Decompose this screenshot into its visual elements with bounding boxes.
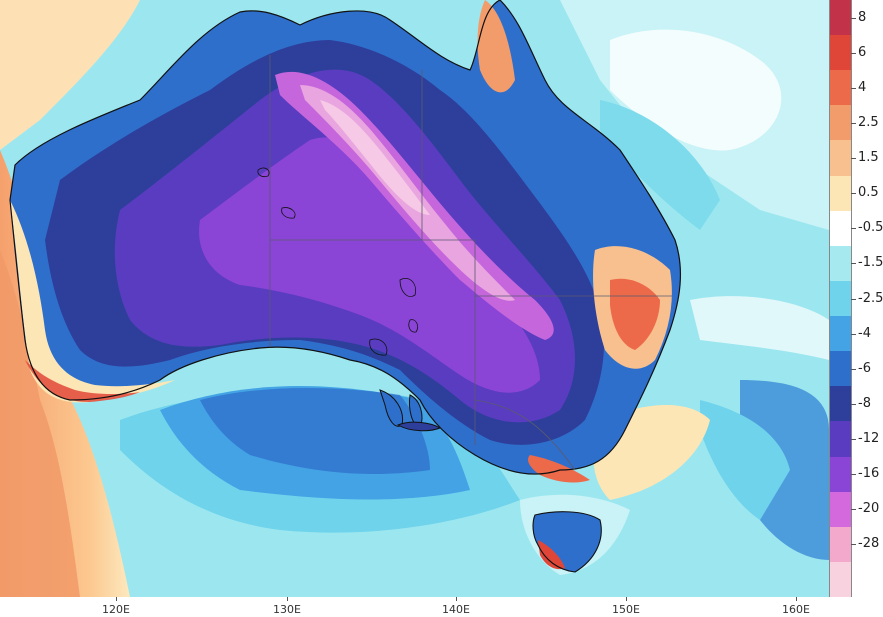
coastline [9, 0, 682, 475]
colorbar-tick [851, 158, 856, 160]
colorbar-swatch [829, 456, 852, 493]
colorbar-swatch [829, 210, 852, 247]
x-axis-label: 130E [273, 603, 301, 616]
colorbar-swatch [829, 561, 852, 598]
colorbar-tick [851, 17, 856, 19]
x-axis-label: 140E [442, 603, 470, 616]
colorbar-tick [851, 87, 856, 89]
colorbar-tick [851, 474, 856, 476]
colorbar-label: -4 [858, 325, 871, 341]
colorbar-label: -20 [858, 501, 880, 517]
colorbar-swatch [829, 0, 852, 36]
map-canvas [0, 0, 829, 597]
colorbar-tick [851, 403, 856, 405]
colorbar-swatch [829, 526, 852, 563]
colorbar-swatch [829, 491, 852, 528]
colorbar-tick [851, 193, 856, 195]
x-axis-tick [287, 597, 288, 601]
colorbar-label: -12 [858, 430, 880, 446]
colorbar-tick [851, 228, 856, 230]
x-axis-tick [626, 597, 627, 601]
colorbar-swatch [829, 421, 852, 458]
state-borders [269, 55, 672, 471]
colorbar-tick [851, 368, 856, 370]
colorbar-swatch [829, 105, 852, 141]
colorbar-swatch [829, 316, 852, 352]
colorbar-legend: 8 6 4 2.5 1.5 0.5 -0.5 -1.5 -2.5 -4 -6 -8 -12 -16 -20 -… [829, 0, 883, 598]
colorbar-swatch [829, 175, 852, 212]
x-axis-label: 160E [782, 603, 810, 616]
colorbar-label: 0.5 [858, 185, 879, 201]
colorbar-tick [851, 298, 856, 300]
colorbar-label: 2.5 [858, 114, 879, 130]
colorbar-swatch [829, 245, 852, 282]
x-axis-label: 150E [612, 603, 640, 616]
colorbar-label: -2.5 [858, 290, 883, 306]
colorbar-tick [851, 509, 856, 511]
longitude-axis: 120E 130E 140E 150E 160E [0, 597, 829, 617]
x-axis-tick [116, 597, 117, 601]
colorbar-label: 6 [858, 44, 867, 60]
colorbar-tick [851, 52, 856, 54]
temperature-anomaly-map [0, 0, 830, 597]
colorbar-swatch [829, 35, 852, 71]
colorbar-label: 8 [858, 9, 867, 25]
colorbar-label: -6 [858, 360, 871, 376]
colorbar-label: -1.5 [858, 255, 883, 271]
x-axis-label: 120E [102, 603, 130, 616]
colorbar-swatch [829, 70, 852, 106]
colorbar-label: -16 [858, 466, 880, 482]
x-axis-tick [796, 597, 797, 601]
x-axis-tick [456, 597, 457, 601]
colorbar-label: 4 [858, 79, 867, 95]
colorbar-tick [851, 544, 856, 546]
colorbar-tick [851, 263, 856, 265]
colorbar-swatch [829, 351, 852, 387]
colorbar-tick [851, 333, 856, 335]
colorbar-label: -28 [858, 536, 880, 552]
colorbar-swatch [829, 386, 852, 422]
colorbar-tick [851, 122, 856, 124]
colorbar-label: -0.5 [858, 220, 883, 236]
colorbar-swatch [829, 140, 852, 177]
colorbar-label: 1.5 [858, 150, 879, 166]
colorbar-swatch [829, 280, 852, 317]
colorbar-tick [851, 438, 856, 440]
colorbar-label: -8 [858, 395, 871, 411]
